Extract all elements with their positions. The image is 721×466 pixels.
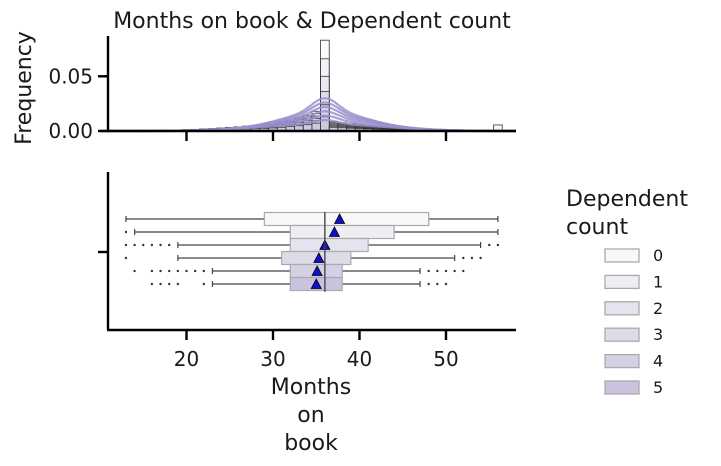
outlier-point [159,269,162,273]
boxplot-panel: 20 30 40 50 Months on book [98,172,516,456]
outlier-point [176,282,180,286]
outlier-point [133,243,136,247]
outlier-point [436,269,439,273]
box-x-ticks: 20 30 40 50 [174,330,459,371]
legend-label-3: 3 [653,325,663,344]
box-x-tick-label: 30 [260,347,285,371]
legend-swatch-3 [604,327,640,342]
outlier-point [193,269,197,273]
box-iqr [289,224,395,240]
outlier-point [444,269,448,273]
legend-label-0: 0 [653,246,663,265]
outlier-point [133,269,136,273]
mean-marker [310,278,322,289]
hist-y-axis-label: Frequency [12,31,37,145]
outlier-point [150,282,154,286]
hist-x-ticks [185,131,448,141]
outlier-point [479,256,482,260]
outlier-point [150,243,154,247]
boxplot-0 [125,211,499,227]
mean-marker [333,213,346,224]
legend-swatch-1 [604,274,640,290]
mean-marker [311,265,323,276]
boxplot-1 [124,224,499,240]
outlier-point [168,282,171,286]
outlier-point [496,243,500,247]
mean-marker [328,226,341,237]
outlier-point [427,269,430,273]
hist-y-tick-label: 0.05 [48,64,93,88]
outlier-point [488,243,491,247]
x-axis-label-line-1: Months [271,375,351,400]
outlier-point [444,282,448,286]
legend-label-5: 5 [653,378,663,397]
box-iqr [263,211,430,227]
legend-label-1: 1 [653,272,663,291]
legend-swatch-2 [604,301,640,316]
histogram-panel: 0.00 0.05 Frequency [12,31,516,145]
outlier-point [470,256,474,260]
outlier-point [202,269,205,273]
box-x-tick-label: 50 [433,347,458,371]
outlier-point [142,243,145,247]
box-x-tick-label: 40 [347,347,372,371]
outlier-point [427,282,430,286]
legend-swatch-4 [604,353,640,369]
legend-label-4: 4 [653,352,663,371]
legend-title-line-2: count [566,215,628,240]
boxplots [124,211,500,292]
outlier-point [185,269,188,273]
x-axis-label-line-2: on [297,403,324,428]
legend-swatch-5 [604,380,640,395]
outlier-point [436,282,439,286]
outlier-point [202,282,205,286]
outlier-point [150,269,154,273]
hist-y-tick-label: 0.00 [48,119,93,143]
outlier-point [124,243,128,247]
outlier-point [176,269,180,273]
boxplot-4 [133,263,465,279]
outlier-point [168,269,171,273]
outlier-point [462,269,465,273]
boxplot-5 [150,276,448,292]
legend: Dependent count 0 1 2 3 4 5 [566,187,688,397]
histogram-bar [320,116,330,132]
mean-marker [313,252,325,263]
box-x-tick-label: 20 [174,347,199,371]
boxplot-3 [124,250,482,266]
outlier-point [168,243,171,247]
outlier-point [159,243,162,247]
x-axis-label-line-3: book [284,431,338,456]
legend-label-2: 2 [653,299,663,318]
outlier-point [453,269,456,273]
legend-title-line-1: Dependent [566,187,688,212]
hist-y-ticks: 0.00 0.05 [48,64,108,143]
outlier-point [124,230,128,234]
outlier-point [462,256,465,260]
outlier-point [124,256,128,260]
boxplot-2 [124,237,500,253]
legend-entries: 0 1 2 3 4 5 [604,246,663,397]
outlier-point [159,282,162,286]
chart-title: Months on book & Dependent count [113,9,511,34]
legend-swatch-0 [604,248,640,263]
